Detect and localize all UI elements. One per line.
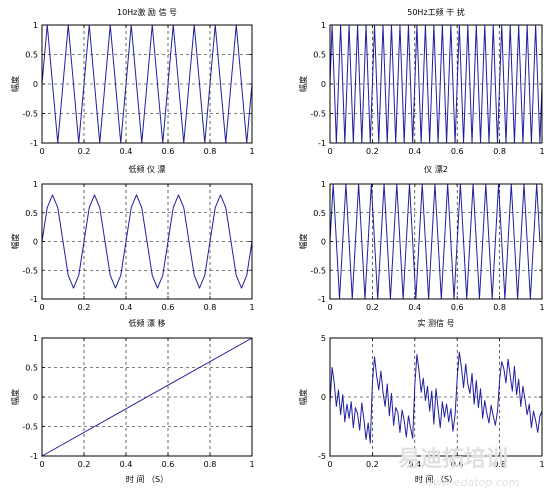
y-tick-label: -0.5 xyxy=(310,110,326,119)
y-tick-label: 1 xyxy=(33,21,38,30)
series-line-1 xyxy=(41,24,253,144)
x-tick-label: 0 xyxy=(39,303,44,312)
series-line-1 xyxy=(329,183,542,300)
y-axis-label: 幅度 xyxy=(298,76,308,92)
x-tick-label: 0.4 xyxy=(120,147,133,156)
subplot-title: 仪 漂2 xyxy=(424,164,448,174)
x-tick-label: 0.4 xyxy=(408,303,421,312)
x-tick-label: 0 xyxy=(39,460,44,469)
y-tick-label: 0.5 xyxy=(25,209,38,218)
subplot-title: 实 测信 号 xyxy=(417,318,454,328)
y-axis-label: 幅度 xyxy=(10,389,20,405)
y-tick-label: -1 xyxy=(318,295,326,304)
y-tick-label: -0.5 xyxy=(22,110,38,119)
subplot-title: 50Hz工频 干 扰 xyxy=(407,7,464,17)
y-tick-label: 0 xyxy=(321,80,326,89)
y-tick-label: -0.5 xyxy=(22,423,38,432)
x-tick-label: 0.6 xyxy=(162,303,175,312)
y-tick-label: 0 xyxy=(33,393,38,402)
y-tick-label: 1 xyxy=(321,21,326,30)
y-axis-label: 幅度 xyxy=(10,234,20,250)
subplot-3: 0 0.2 0.4 0.6 0.8 1 -1 -0.5 0 0.5 1 幅度 低频 仪 漂 xyxy=(10,164,255,312)
series-line-1 xyxy=(329,351,543,444)
x-tick-label: 0.2 xyxy=(366,303,379,312)
subplot-4: 0 0.2 0.4 0.6 0.8 1 -1 -0.5 0 0.5 1 幅度 仪 漂2 xyxy=(298,164,545,312)
y-tick-label: 0.5 xyxy=(25,364,38,373)
y-tick-label: 0 xyxy=(33,80,38,89)
y-tick-label: 0.5 xyxy=(313,209,326,218)
subplot-title: 10Hz激 励 信 号 xyxy=(117,7,177,17)
y-tick-label: -0.5 xyxy=(310,266,326,275)
y-tick-label: 5 xyxy=(321,334,326,343)
subplot-2: 0 0.2 0.4 0.6 0.8 1 -1 -0.5 0 0.5 1 幅度 50Hz工频 干 扰 xyxy=(298,7,545,156)
y-tick-label: -5 xyxy=(318,452,326,461)
x-tick-label: 0.2 xyxy=(366,460,379,469)
x-tick-label: 0.2 xyxy=(78,460,91,469)
y-tick-label: -1 xyxy=(30,452,38,461)
x-tick-label: 1 xyxy=(249,303,254,312)
x-tick-label: 1 xyxy=(539,147,544,156)
x-tick-label: 0.4 xyxy=(408,147,421,156)
y-tick-label: -0.5 xyxy=(22,266,38,275)
y-tick-label: 0 xyxy=(321,393,326,402)
x-tick-label: 0 xyxy=(39,147,44,156)
y-tick-label: 0 xyxy=(321,238,326,247)
x-tick-label: 1 xyxy=(539,303,544,312)
y-axis-label: 幅度 xyxy=(298,234,308,250)
x-tick-label: 0.8 xyxy=(204,303,217,312)
watermark-logo: 易迪拓培训 xyxy=(398,446,508,472)
x-tick-label: 0.2 xyxy=(78,147,91,156)
x-tick-label: 1 xyxy=(539,460,544,469)
x-tick-label: 0.2 xyxy=(78,303,91,312)
x-tick-label: 1 xyxy=(249,460,254,469)
x-axis-label: 时 间 （S） xyxy=(126,474,168,484)
series-line-1 xyxy=(41,337,253,457)
x-tick-label: 0.6 xyxy=(451,147,464,156)
x-tick-label: 0 xyxy=(327,147,332,156)
y-tick-label: 1 xyxy=(33,180,38,189)
subplot-title: 低频 仪 漂 xyxy=(128,164,165,174)
x-tick-label: 0 xyxy=(327,303,332,312)
watermark-url: www.edatop.com xyxy=(424,476,519,489)
series-line-1 xyxy=(329,24,543,144)
x-tick-label: 0.2 xyxy=(366,147,379,156)
series-line-1 xyxy=(41,194,253,289)
y-tick-label: 1 xyxy=(321,180,326,189)
subplot-1: 0 0.2 0.4 0.6 0.8 1 -1 -0.5 0 0.5 1 幅度 10Hz激 励 信 号 xyxy=(10,7,255,156)
x-tick-label: 0.8 xyxy=(204,147,217,156)
x-tick-label: 0.8 xyxy=(204,460,217,469)
x-tick-label: 0.6 xyxy=(162,147,175,156)
y-tick-label: 0.5 xyxy=(313,51,326,60)
x-tick-label: 0.4 xyxy=(408,460,421,469)
y-tick-label: -1 xyxy=(318,139,326,148)
y-tick-label: -1 xyxy=(30,139,38,148)
x-tick-label: 0.6 xyxy=(451,460,464,469)
y-axis-label: 幅度 xyxy=(10,76,20,92)
x-tick-label: 0.6 xyxy=(162,460,175,469)
x-tick-label: 0.8 xyxy=(493,460,506,469)
x-tick-label: 1 xyxy=(249,147,254,156)
x-tick-label: 0.8 xyxy=(493,147,506,156)
x-tick-label: 0 xyxy=(327,460,332,469)
subplot-title: 低频 漂 移 xyxy=(128,318,165,328)
x-tick-label: 0.6 xyxy=(451,303,464,312)
y-tick-label: 0.5 xyxy=(25,51,38,60)
y-tick-label: -1 xyxy=(30,295,38,304)
y-tick-label: 1 xyxy=(33,334,38,343)
y-tick-label: 0 xyxy=(33,238,38,247)
x-tick-label: 0.4 xyxy=(120,303,133,312)
y-axis-label: 幅度 xyxy=(298,389,308,405)
subplot-5: 0 0.2 0.4 0.6 0.8 1 -1 -0.5 0 0.5 1 幅度 低频 漂 移时 间 （S） xyxy=(10,318,255,484)
x-tick-label: 0.8 xyxy=(493,303,506,312)
x-tick-label: 0.4 xyxy=(120,460,133,469)
x-axis-label: 时 间 （S） xyxy=(415,474,457,484)
